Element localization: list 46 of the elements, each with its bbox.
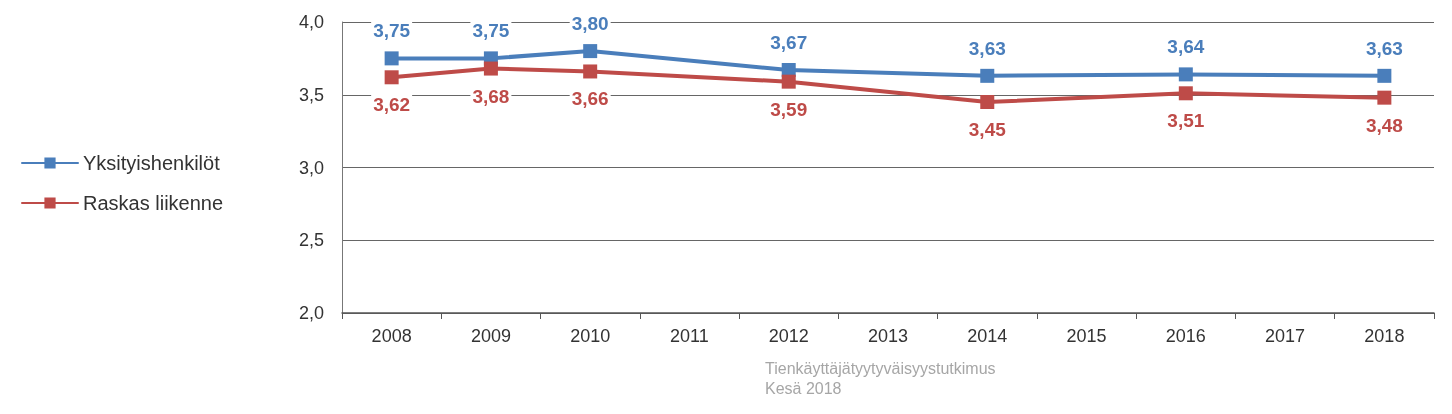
point	[384, 51, 399, 66]
y-tick-label: 3,5	[298, 84, 324, 105]
x-tick-label: 2016	[1165, 326, 1206, 346]
y-tick-label: 2,5	[298, 230, 324, 251]
data-label: 3,66	[571, 88, 609, 110]
point	[1377, 90, 1392, 105]
x-tick-label: 2010	[570, 326, 611, 346]
data-label: 3,62	[373, 94, 411, 116]
x-tick-label: 2008	[371, 326, 412, 346]
data-label: 3,63	[1365, 37, 1403, 59]
point	[384, 70, 399, 85]
data-label: 3,75	[373, 20, 411, 42]
point	[583, 64, 598, 79]
point	[1178, 86, 1193, 101]
point	[1377, 68, 1392, 83]
legend-label: Yksityishenkilöt	[83, 152, 221, 174]
text: Tienkäyttäjätyytyväisyystutkimus	[765, 359, 996, 377]
x-tick-label: 2017	[1265, 326, 1306, 346]
x-tick-label: 2009	[470, 326, 511, 346]
x-tick-label: 2011	[670, 326, 709, 346]
data-label: 3,80	[571, 13, 609, 35]
data-label: 3,48	[1365, 114, 1403, 136]
legend-label: Raskas liikenne	[83, 192, 224, 214]
point	[781, 74, 796, 89]
x-tick-label: 2014	[967, 326, 1008, 346]
point	[980, 95, 995, 110]
x-tick-label: 2018	[1364, 326, 1405, 346]
point	[483, 61, 498, 76]
data-label: 3,45	[968, 119, 1007, 141]
point	[980, 68, 995, 83]
data-label: 3,63	[968, 37, 1006, 59]
data-label: 3,75	[472, 20, 510, 42]
point	[583, 44, 598, 59]
x-tick-label: 2013	[867, 326, 909, 346]
data-label: 3,67	[770, 32, 808, 54]
y-tick-label: 4,0	[298, 12, 324, 32]
text: Kesä 2018	[765, 379, 842, 397]
data-label: 3,59	[770, 98, 808, 120]
y-tick-label: 2,0	[298, 303, 324, 323]
data-label: 3,64	[1167, 36, 1205, 58]
data-label: 3,68	[472, 85, 510, 107]
x-tick-label: 2012	[768, 326, 809, 346]
x-tick-label: 2015	[1066, 326, 1107, 346]
point	[1178, 67, 1193, 82]
data-label: 3,51	[1167, 110, 1205, 132]
y-tick-label: 3,0	[298, 157, 324, 178]
